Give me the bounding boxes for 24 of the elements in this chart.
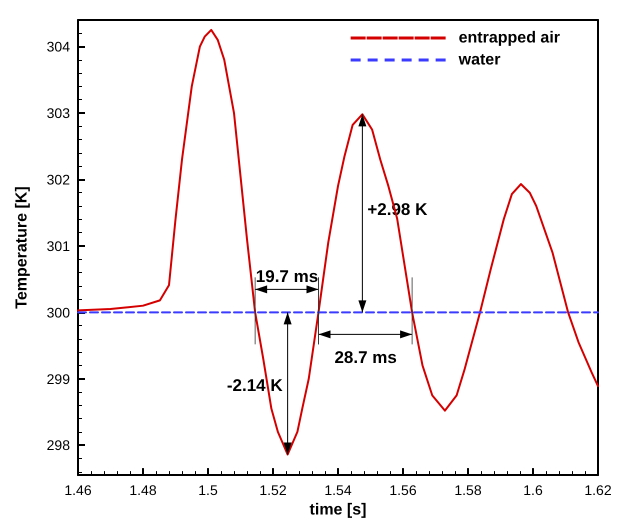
x-tick-label: 1.5 — [198, 482, 218, 498]
x-tick-label: 1.58 — [454, 482, 482, 498]
y-tick-label: 299 — [46, 370, 70, 387]
annotation: 28.7 ms — [334, 348, 397, 367]
y-tick-label: 300 — [46, 304, 70, 320]
y-tick-label: 301 — [46, 238, 70, 254]
x-tick-label: 1.62 — [584, 482, 612, 498]
y-tick-label: 302 — [46, 171, 70, 188]
legend-label: entrapped air — [458, 30, 560, 46]
y-tick-label: 304 — [46, 38, 70, 55]
x-tick-label: 1.52 — [259, 482, 287, 498]
line-series — [77, 28, 599, 456]
x-tick-label: 1.54 — [324, 482, 352, 498]
x-tick-label: 1.56 — [389, 482, 417, 498]
y-axis-title: Temperature [K] — [14, 186, 30, 309]
annotation: 19.7 ms — [256, 266, 318, 286]
annotation: -2.14 K — [226, 376, 284, 395]
x-tick-label: 1.48 — [129, 482, 157, 498]
x-tick-label: 1.46 — [64, 482, 92, 498]
x-axis-title: time [s] — [310, 502, 366, 518]
y-tick-label: 298 — [46, 437, 70, 454]
y-tick-label: 303 — [46, 105, 70, 122]
x-tick-label: 1.6 — [523, 482, 543, 498]
legend-label: water — [458, 52, 500, 68]
